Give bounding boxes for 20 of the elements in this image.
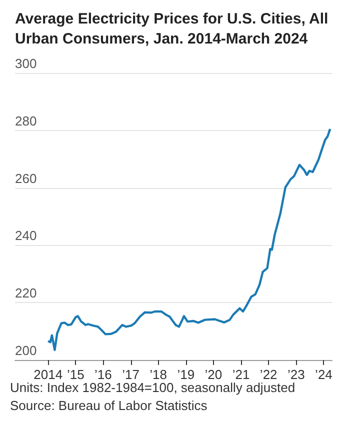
y-tick-label: 280: [15, 113, 37, 128]
y-tick-label: 200: [15, 343, 37, 358]
y-tick-label: 220: [15, 286, 37, 301]
x-tick-label: ’19: [177, 367, 195, 382]
x-tick-label: ’21: [232, 367, 250, 382]
x-tick-label: ’20: [204, 367, 222, 382]
x-tick-label: ’23: [287, 367, 305, 382]
x-tick-label: ’16: [94, 367, 112, 382]
x-tick-label: ’24: [315, 367, 332, 382]
source-note: Source: Bureau of Labor Statistics: [10, 398, 208, 413]
x-tick-label: ’22: [260, 367, 278, 382]
y-tick-label: 260: [15, 170, 37, 186]
x-tick-label: ’15: [66, 367, 84, 382]
x-tick-label: 2014: [34, 367, 63, 382]
chart-title: Average Electricity Prices for U.S. Cities, All Urban Consumers, Jan. 2014-March 2024: [15, 10, 332, 48]
y-tick-label: 240: [15, 228, 37, 244]
x-tick-label: ’17: [122, 367, 140, 382]
x-tick-label: ’18: [150, 367, 168, 382]
text: Units: Index 1982-1984=100, seasonally adjusted: [10, 380, 296, 395]
y-tick-label: 300: [15, 56, 37, 71]
